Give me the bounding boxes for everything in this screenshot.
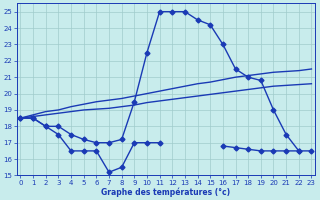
X-axis label: Graphe des températures (°c): Graphe des températures (°c)	[101, 187, 230, 197]
